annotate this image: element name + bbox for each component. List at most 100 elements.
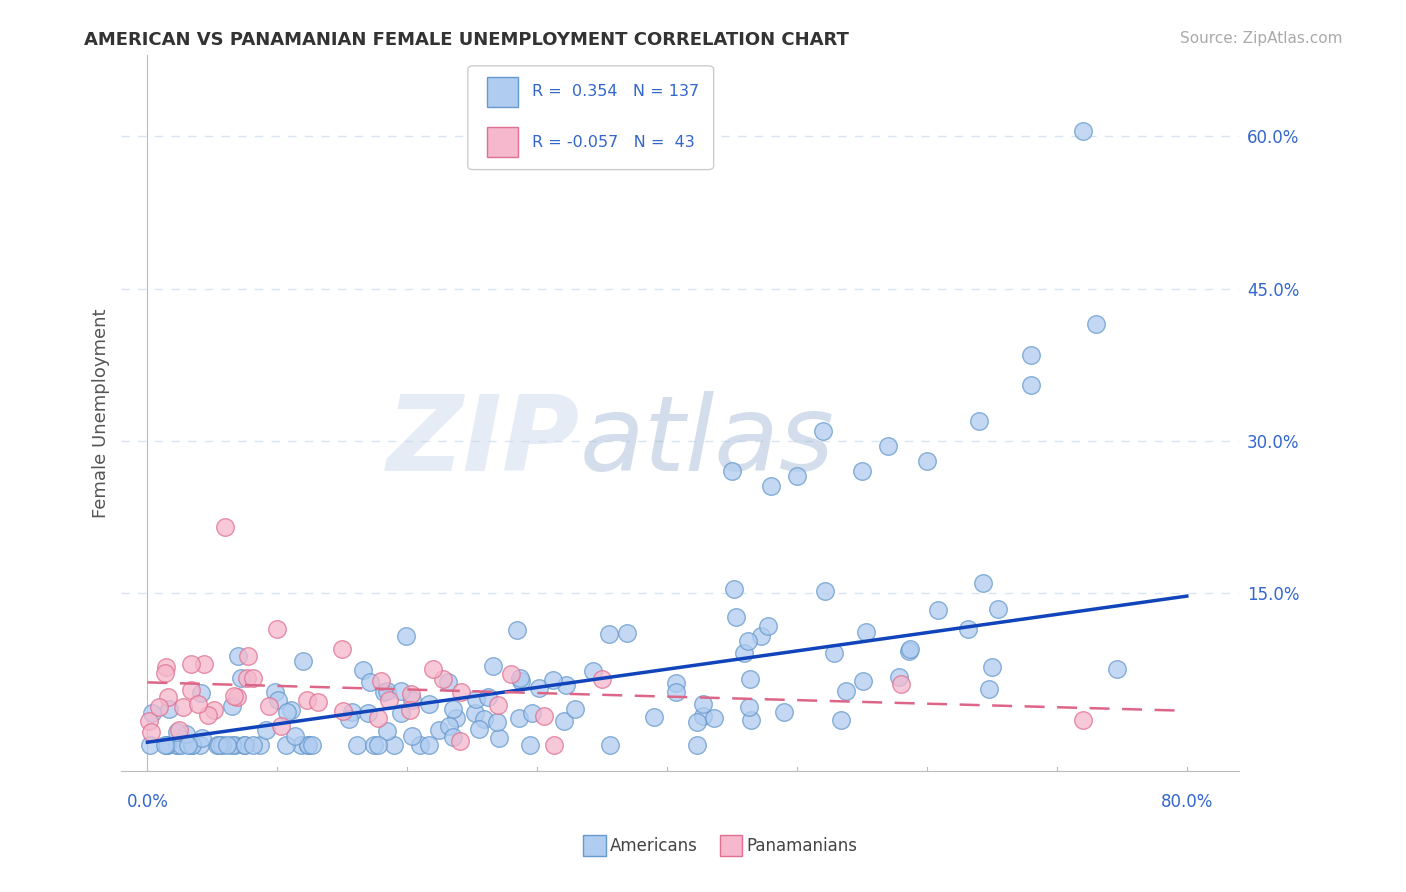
Point [224,739,246,753]
Point [520,706,543,721]
Point [486,714,509,729]
Point [226,690,249,704]
Point [389,706,412,721]
Point [977,681,1000,696]
Point [692,709,714,723]
Point [1019,378,1042,392]
Point [464,706,486,720]
Point [166,725,188,739]
Point [297,739,319,753]
Point [401,730,423,744]
Point [721,464,744,478]
Point [367,711,389,725]
Point [855,624,877,639]
Point [890,677,912,691]
Point [506,623,529,637]
Text: Source: ZipAtlas.com: Source: ZipAtlas.com [1180,31,1343,46]
Point [276,705,298,719]
Point [167,723,190,737]
Point [835,684,858,698]
Point [242,739,264,753]
Point [177,739,200,753]
Point [437,719,460,733]
Point [756,619,779,633]
Point [830,713,852,727]
Point [488,731,510,746]
Point [202,703,225,717]
Point [980,659,1002,673]
Point [208,739,231,753]
Point [987,602,1010,616]
Point [166,739,188,753]
Point [197,707,219,722]
Point [956,623,979,637]
Point [519,739,541,753]
Point [359,675,381,690]
Point [703,711,725,725]
Bar [486,128,517,158]
Point [382,739,405,753]
Point [290,739,312,753]
Point [509,671,531,685]
Point [851,464,873,478]
Point [543,673,565,687]
Point [205,739,228,753]
Point [138,714,160,728]
Point [477,690,499,704]
Point [180,739,202,753]
Point [301,739,323,753]
Y-axis label: Female Unemployment: Female Unemployment [93,308,110,517]
Point [898,644,921,658]
Point [749,629,772,643]
Point [249,739,271,753]
Point [723,582,745,596]
Point [967,413,990,427]
Point [482,658,505,673]
Point [543,739,565,753]
Point [441,702,464,716]
Point [156,739,179,753]
Point [401,693,423,707]
Point [554,678,576,692]
Point [665,675,688,690]
Point [450,684,472,698]
Text: 80.0%: 80.0% [1160,793,1213,811]
Point [553,714,575,728]
Point [226,649,249,664]
Point [187,697,209,711]
Point [1071,124,1094,138]
Point [686,715,709,730]
Point [264,685,287,699]
Point [141,724,163,739]
Point [190,731,212,746]
Point [418,739,440,753]
Point [238,648,260,663]
Point [378,693,401,707]
Point [254,723,277,737]
Point [259,699,281,714]
Point [274,739,297,753]
Point [236,672,259,686]
Point [449,733,471,747]
Point [157,690,180,704]
Point [501,667,523,681]
Point [409,739,432,753]
Text: ZIP: ZIP [387,391,579,492]
Point [377,684,399,698]
Point [357,706,380,721]
Point [156,739,179,753]
Point [852,673,875,688]
Point [291,654,314,668]
Point [508,711,530,725]
Text: Panamanians: Panamanians [747,837,858,855]
Point [1019,347,1042,361]
Point [724,610,747,624]
Point [172,699,194,714]
Point [284,730,307,744]
Point [363,739,385,753]
Point [737,633,759,648]
Point [267,693,290,707]
Point [214,520,236,534]
Point [221,699,243,714]
Point [527,681,550,696]
